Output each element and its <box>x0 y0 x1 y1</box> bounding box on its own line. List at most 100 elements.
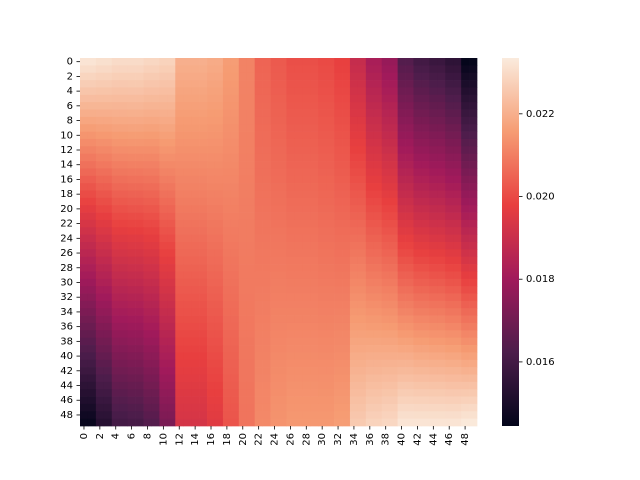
heatmap-cell <box>365 175 375 184</box>
heatmap-cell <box>326 396 335 405</box>
heatmap-cell <box>342 175 351 184</box>
heatmap-cell <box>302 337 311 346</box>
heatmap-cell <box>199 161 208 169</box>
heatmap-cell <box>135 374 144 383</box>
heatmap-cell <box>318 352 327 361</box>
heatmap-cell <box>302 242 311 250</box>
heatmap-cell <box>342 131 351 140</box>
heatmap-cell <box>389 102 398 110</box>
heatmap-cell <box>135 345 144 353</box>
heatmap-cell <box>151 359 160 368</box>
heatmap-cell <box>183 352 192 361</box>
heatmap-cell <box>191 293 200 302</box>
heatmap-cell <box>230 374 240 383</box>
heatmap-cell <box>445 234 454 243</box>
heatmap-cell <box>238 175 248 184</box>
heatmap-cell <box>222 183 232 191</box>
heatmap-cell <box>127 411 136 419</box>
heatmap-cell <box>469 418 478 427</box>
heatmap-cell <box>349 161 359 169</box>
heatmap-cell <box>278 293 287 302</box>
heatmap-cell <box>326 286 335 294</box>
heatmap-cell <box>453 190 462 199</box>
heatmap-cell <box>397 345 406 353</box>
heatmap-cell <box>175 403 184 412</box>
heatmap-cell <box>294 205 303 213</box>
heatmap-cell <box>119 80 128 88</box>
heatmap-cell <box>135 205 144 213</box>
heatmap-cell <box>167 161 176 169</box>
heatmap-cell <box>207 396 216 405</box>
heatmap-cell <box>302 396 311 405</box>
heatmap-cell <box>103 219 113 228</box>
heatmap-cell <box>365 403 375 412</box>
heatmap-cell <box>413 146 422 155</box>
heatmap-cell <box>294 322 303 331</box>
heatmap-cell <box>429 389 438 397</box>
heatmap-cell <box>421 396 430 405</box>
heatmap-cell <box>365 345 375 353</box>
heatmap-cell <box>349 153 359 162</box>
heatmap-cell <box>199 271 208 280</box>
heatmap-cell <box>167 94 176 103</box>
heatmap-cell <box>413 359 422 368</box>
heatmap-cell <box>318 278 327 287</box>
heatmap-cell <box>342 359 351 368</box>
heatmap-cell <box>413 271 422 280</box>
heatmap-cell <box>397 80 406 88</box>
heatmap-cell <box>365 72 375 81</box>
heatmap-cell <box>87 352 97 361</box>
heatmap-cell <box>302 190 311 199</box>
heatmap-cell <box>80 300 89 309</box>
heatmap-cell <box>183 102 192 110</box>
heatmap-cell <box>246 94 256 103</box>
heatmap-cell <box>262 367 271 375</box>
heatmap-cell <box>365 271 375 280</box>
heatmap-cell <box>127 219 136 228</box>
heatmap-cell <box>246 315 256 324</box>
heatmap-cell <box>326 234 335 243</box>
heatmap-cell <box>397 168 406 177</box>
heatmap-cell <box>262 315 271 324</box>
heatmap-cell <box>365 109 375 118</box>
y-tick-label: 34 <box>60 307 73 318</box>
heatmap-cell <box>214 65 224 74</box>
heatmap-cell <box>373 227 383 235</box>
heatmap-cell <box>214 212 224 221</box>
heatmap-cell <box>199 381 208 390</box>
heatmap-cell <box>270 190 279 199</box>
heatmap-cell <box>469 94 478 103</box>
heatmap-cell <box>254 352 263 361</box>
heatmap-cell <box>342 227 351 235</box>
heatmap-cell <box>294 308 303 316</box>
heatmap-cell <box>175 72 184 81</box>
heatmap-cell <box>238 80 248 88</box>
heatmap-cell <box>127 381 136 390</box>
heatmap-cell <box>326 153 335 162</box>
heatmap-cell <box>334 124 343 132</box>
heatmap-cell <box>334 168 343 177</box>
heatmap-cell <box>95 264 105 272</box>
heatmap-cell <box>318 271 327 280</box>
heatmap-cell <box>381 94 391 103</box>
heatmap-cell <box>119 197 128 206</box>
heatmap-cell <box>469 131 478 140</box>
heatmap-cell <box>127 109 136 118</box>
heatmap-cell <box>461 205 470 213</box>
heatmap-cell <box>445 197 454 206</box>
heatmap-cell <box>246 146 256 155</box>
heatmap-cell <box>294 367 303 375</box>
x-tick-label: 6 <box>127 433 138 439</box>
heatmap-cell <box>127 161 136 169</box>
heatmap-cell <box>397 242 406 250</box>
colorbar-tick-label: 0.016 <box>526 357 555 368</box>
heatmap-cell <box>214 131 224 140</box>
heatmap-cell <box>294 212 303 221</box>
heatmap-cell <box>334 308 343 316</box>
heatmap-cell <box>349 330 359 339</box>
heatmap-cell <box>310 131 319 140</box>
heatmap-cell <box>95 330 105 339</box>
heatmap-cell <box>230 322 240 331</box>
heatmap-cell <box>342 183 351 191</box>
heatmap-cell <box>262 94 271 103</box>
